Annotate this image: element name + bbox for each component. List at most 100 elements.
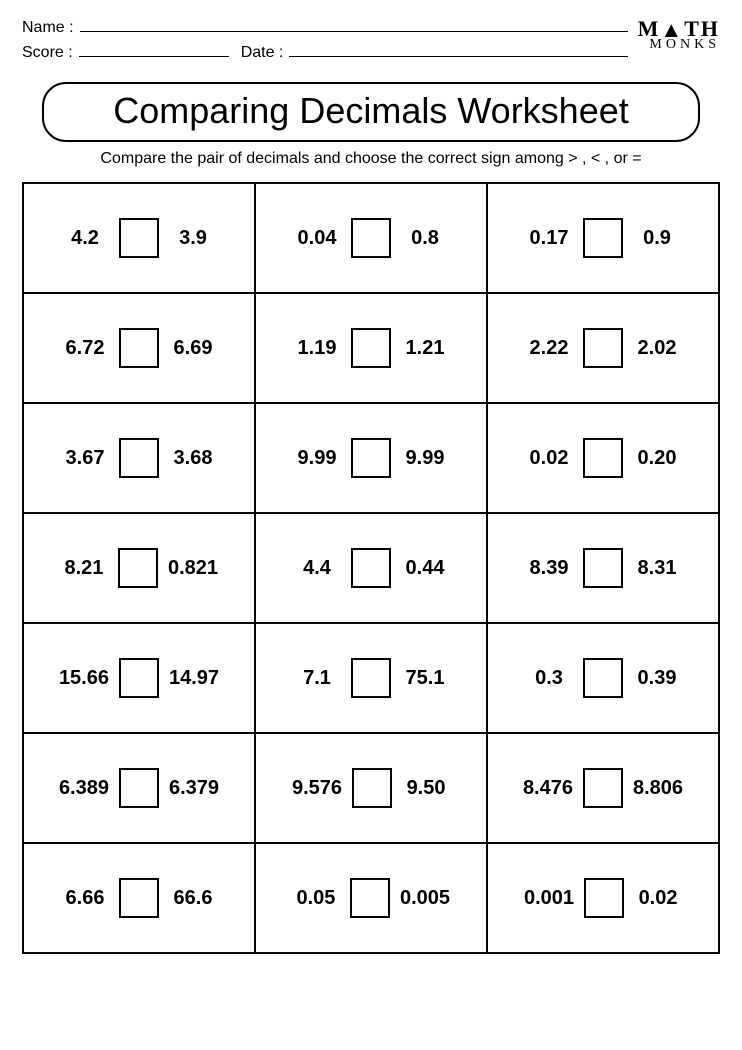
name-label: Name : xyxy=(22,19,74,37)
right-operand: 2.02 xyxy=(633,337,681,360)
answer-box[interactable] xyxy=(583,328,623,368)
answer-box[interactable] xyxy=(351,328,391,368)
left-operand: 9.576 xyxy=(292,777,342,800)
answer-box[interactable] xyxy=(119,768,159,808)
right-operand: 8.806 xyxy=(633,777,683,800)
answer-box[interactable] xyxy=(350,878,390,918)
problem-cell: 3.67 3.68 xyxy=(23,403,255,513)
left-operand: 8.39 xyxy=(525,557,573,580)
answer-box[interactable] xyxy=(351,548,391,588)
right-operand: 0.005 xyxy=(400,887,450,910)
problem-cell: 4.2 3.9 xyxy=(23,183,255,293)
worksheet-title: Comparing Decimals Worksheet xyxy=(54,90,688,132)
right-operand: 8.31 xyxy=(633,557,681,580)
right-operand: 0.39 xyxy=(633,667,681,690)
right-operand: 6.379 xyxy=(169,777,219,800)
right-operand: 1.21 xyxy=(401,337,449,360)
answer-box[interactable] xyxy=(118,548,158,588)
left-operand: 15.66 xyxy=(59,667,109,690)
answer-box[interactable] xyxy=(583,218,623,258)
left-operand: 0.05 xyxy=(292,887,340,910)
title-container: Comparing Decimals Worksheet xyxy=(42,82,700,142)
answer-box[interactable] xyxy=(352,768,392,808)
score-input-line[interactable] xyxy=(79,43,229,57)
right-operand: 9.99 xyxy=(401,447,449,470)
right-operand: 75.1 xyxy=(401,667,449,690)
left-operand: 6.389 xyxy=(59,777,109,800)
score-label: Score : xyxy=(22,44,73,62)
answer-box[interactable] xyxy=(119,438,159,478)
right-operand: 0.02 xyxy=(634,887,682,910)
left-operand: 4.4 xyxy=(293,557,341,580)
answer-box[interactable] xyxy=(119,328,159,368)
answer-box[interactable] xyxy=(584,878,624,918)
problem-cell: 8.21 0.821 xyxy=(23,513,255,623)
problem-cell: 1.19 1.21 xyxy=(255,293,487,403)
name-input-line[interactable] xyxy=(80,18,628,32)
problem-cell: 15.66 14.97 xyxy=(23,623,255,733)
left-operand: 7.1 xyxy=(293,667,341,690)
problem-cell: 0.04 0.8 xyxy=(255,183,487,293)
problem-cell: 8.39 8.31 xyxy=(487,513,719,623)
left-operand: 0.001 xyxy=(524,887,574,910)
problems-grid: 4.2 3.9 0.04 0.8 0.17 0.9 6.72 6.69 1.19 1.21 2.22… xyxy=(22,182,720,954)
right-operand: 6.69 xyxy=(169,337,217,360)
right-operand: 0.8 xyxy=(401,227,449,250)
logo-line1: M▲TH xyxy=(638,20,720,39)
triangle-icon: ▲ xyxy=(660,21,684,40)
right-operand: 3.9 xyxy=(169,227,217,250)
left-operand: 1.19 xyxy=(293,337,341,360)
problem-cell: 9.576 9.50 xyxy=(255,733,487,843)
answer-box[interactable] xyxy=(119,658,159,698)
left-operand: 6.66 xyxy=(61,887,109,910)
left-operand: 3.67 xyxy=(61,447,109,470)
problem-cell: 6.389 6.379 xyxy=(23,733,255,843)
left-operand: 0.3 xyxy=(525,667,573,690)
answer-box[interactable] xyxy=(583,548,623,588)
answer-box[interactable] xyxy=(119,218,159,258)
answer-box[interactable] xyxy=(583,658,623,698)
left-operand: 0.17 xyxy=(525,227,573,250)
problem-cell: 6.66 66.6 xyxy=(23,843,255,953)
problem-cell: 7.1 75.1 xyxy=(255,623,487,733)
problem-cell: 6.72 6.69 xyxy=(23,293,255,403)
answer-box[interactable] xyxy=(351,658,391,698)
right-operand: 14.97 xyxy=(169,667,219,690)
problem-cell: 0.02 0.20 xyxy=(487,403,719,513)
left-operand: 0.04 xyxy=(293,227,341,250)
answer-box[interactable] xyxy=(119,878,159,918)
answer-box[interactable] xyxy=(351,218,391,258)
right-operand: 66.6 xyxy=(169,887,217,910)
right-operand: 0.9 xyxy=(633,227,681,250)
right-operand: 0.44 xyxy=(401,557,449,580)
date-input-line[interactable] xyxy=(289,43,627,57)
answer-box[interactable] xyxy=(351,438,391,478)
problem-cell: 9.999.99 xyxy=(255,403,487,513)
right-operand: 3.68 xyxy=(169,447,217,470)
left-operand: 8.21 xyxy=(60,557,108,580)
problem-cell: 0.17 0.9 xyxy=(487,183,719,293)
student-fields: Name : Score : Date : xyxy=(22,18,628,68)
left-operand: 0.02 xyxy=(525,447,573,470)
left-operand: 6.72 xyxy=(61,337,109,360)
answer-box[interactable] xyxy=(583,438,623,478)
problem-cell: 4.4 0.44 xyxy=(255,513,487,623)
brand-logo: M▲TH MONKS xyxy=(638,18,720,51)
instruction-text: Compare the pair of decimals and choose … xyxy=(22,150,720,168)
problem-cell: 8.476 8.806 xyxy=(487,733,719,843)
date-label: Date : xyxy=(241,44,284,62)
right-operand: 0.821 xyxy=(168,557,218,580)
name-field-row: Name : xyxy=(22,18,628,37)
problem-cell: 2.22 2.02 xyxy=(487,293,719,403)
problem-cell: 0.001 0.02 xyxy=(487,843,719,953)
problem-cell: 0.3 0.39 xyxy=(487,623,719,733)
problem-cell: 0.05 0.005 xyxy=(255,843,487,953)
left-operand: 8.476 xyxy=(523,777,573,800)
worksheet-header: Name : Score : Date : M▲TH MONKS xyxy=(22,18,720,68)
right-operand: 9.50 xyxy=(402,777,450,800)
left-operand: 2.22 xyxy=(525,337,573,360)
left-operand: 4.2 xyxy=(61,227,109,250)
right-operand: 0.20 xyxy=(633,447,681,470)
score-date-row: Score : Date : xyxy=(22,43,628,62)
answer-box[interactable] xyxy=(583,768,623,808)
